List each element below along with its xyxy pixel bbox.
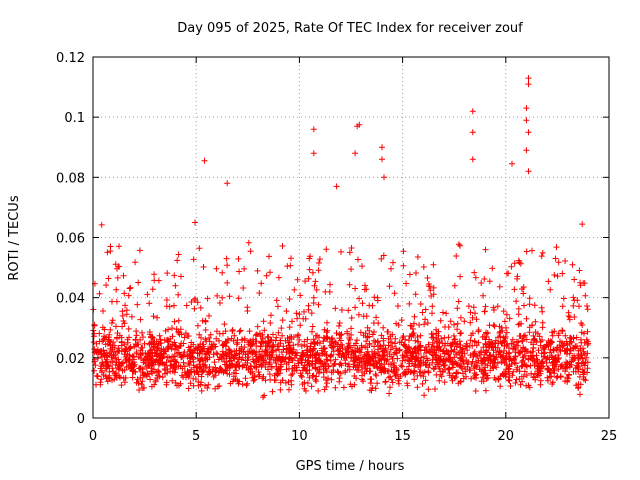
y-axis-label: ROTI / TECUs [7, 195, 22, 280]
y-axis-ticks: 0 0.02 0.04 0.06 0.08 0.1 0.12 [56, 51, 609, 427]
x-tick-label: 10 [291, 429, 308, 444]
chart-title: Day 095 of 2025, Rate Of TEC Index for r… [177, 21, 523, 36]
x-axis-ticks: 0 5 10 15 20 25 [89, 57, 617, 444]
data-points [90, 75, 592, 401]
y-tick-label: 0.04 [56, 292, 85, 307]
x-tick-label: 20 [498, 429, 515, 444]
y-tick-label: 0 [77, 412, 85, 427]
roti-markers [90, 75, 592, 401]
y-tick-label: 0.08 [56, 171, 85, 186]
y-tick-label: 0.12 [56, 51, 85, 66]
x-tick-label: 15 [394, 429, 411, 444]
x-tick-label: 5 [192, 429, 200, 444]
y-tick-label: 0.06 [56, 232, 85, 247]
x-axis-label: GPS time / hours [296, 459, 405, 474]
x-tick-label: 0 [89, 429, 97, 444]
x-tick-label: 25 [601, 429, 618, 444]
y-tick-label: 0.1 [64, 111, 85, 126]
y-tick-label: 0.02 [56, 352, 85, 367]
